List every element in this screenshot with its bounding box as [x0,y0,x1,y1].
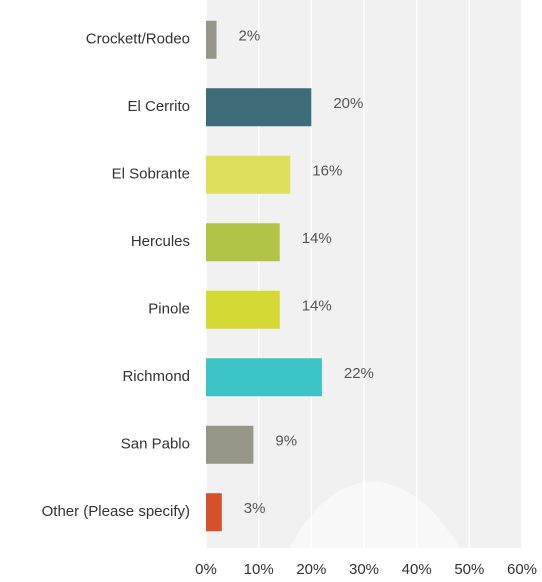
x-tick-label: 0% [195,561,217,578]
x-tick-label: 60% [507,561,537,578]
watermark [290,481,460,548]
bar [206,358,322,397]
data-label: 3% [244,500,266,517]
y-tick-label: El Cerrito [127,98,190,115]
y-tick-label: Crockett/Rodeo [86,31,190,48]
bar [206,223,280,262]
data-label: 14% [302,230,332,247]
data-label: 16% [312,163,342,180]
y-tick-label: Richmond [122,368,190,385]
y-tick-label: El Sobrante [112,166,190,183]
y-tick-label: Pinole [148,301,190,318]
y-tick-label: San Pablo [121,436,190,453]
bar [206,155,291,194]
data-label: 20% [333,95,363,112]
y-tick-label: Other (Please specify) [42,503,190,520]
x-tick-label: 50% [454,561,484,578]
data-label: 2% [239,28,261,45]
x-tick-label: 20% [296,561,326,578]
x-tick-label: 40% [402,561,432,578]
bar [206,20,217,59]
x-tick-label: 30% [349,561,379,578]
x-tick-label: 10% [244,561,274,578]
data-label: 9% [275,433,297,450]
bar [206,88,312,127]
bar [206,425,254,464]
data-label: 14% [302,298,332,315]
bar [206,493,222,532]
y-tick-label: Hercules [131,233,190,250]
bar [206,290,280,329]
data-label: 22% [344,365,374,382]
